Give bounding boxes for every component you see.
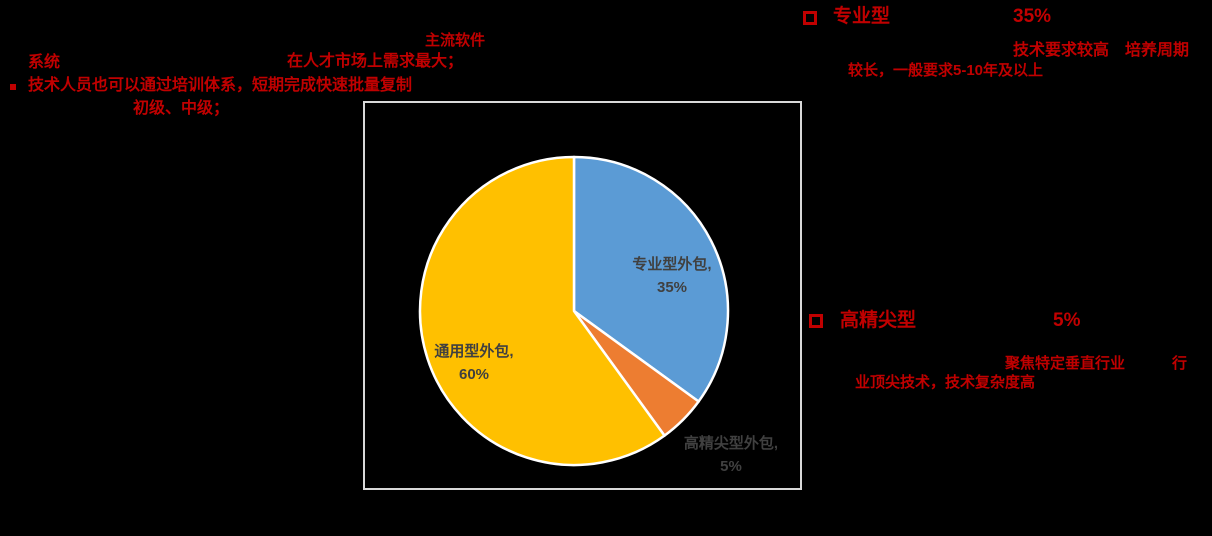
pie-label-general: 通用型外包, 60% bbox=[399, 340, 549, 386]
square-marker-icon bbox=[809, 314, 823, 328]
pie-label-professional: 专业型外包, 35% bbox=[597, 253, 747, 299]
annotation-market-demand: 在人才市场上需求最大； bbox=[287, 53, 464, 70]
pie-label-highend: 高精尖型外包, 5% bbox=[656, 432, 806, 478]
annotation-mainstream-software: 主流软件 bbox=[425, 32, 486, 49]
annotation-levels: 初级、中级； bbox=[133, 100, 230, 117]
highend-percent: 5% bbox=[1053, 310, 1081, 331]
professional-desc-line1: 技术要求较高 培养周期 bbox=[1013, 42, 1190, 59]
highend-title: 高精尖型 bbox=[840, 310, 917, 331]
highend-desc-line2: 业顶尖技术，技术复杂度高 bbox=[855, 374, 1036, 391]
pie-chart-svg bbox=[418, 155, 730, 467]
professional-desc-line2: 较长，一般要求5-10年及以上 bbox=[848, 62, 1044, 79]
pie-label-value: 35% bbox=[656, 279, 688, 296]
highend-desc-line1-tail: 行 bbox=[1172, 355, 1188, 372]
annotation-system: 系统 bbox=[28, 54, 61, 71]
pie-slice-general bbox=[418, 155, 666, 467]
pie-chart-box: 专业型外包, 35% 通用型外包, 60% 高精尖型外包, 5% bbox=[363, 101, 802, 490]
professional-title: 专业型 bbox=[833, 6, 891, 27]
annotation-training-bullet: 技术人员也可以通过培训体系，短期完成快速批量复制 bbox=[28, 77, 413, 94]
square-marker-icon bbox=[803, 11, 817, 25]
pie-slice-professional bbox=[572, 155, 730, 403]
professional-percent: 35% bbox=[1013, 6, 1052, 27]
pie-label-value: 5% bbox=[720, 458, 742, 475]
highend-desc-line1: 聚焦特定垂直行业 bbox=[1005, 355, 1126, 372]
square-bullet-icon bbox=[10, 84, 16, 90]
pie-label-text: 高精尖型外包, bbox=[683, 435, 779, 452]
pie-label-text: 专业型外包, bbox=[632, 256, 712, 273]
pie-label-value: 60% bbox=[458, 366, 490, 383]
pie-label-text: 通用型外包, bbox=[434, 343, 514, 360]
